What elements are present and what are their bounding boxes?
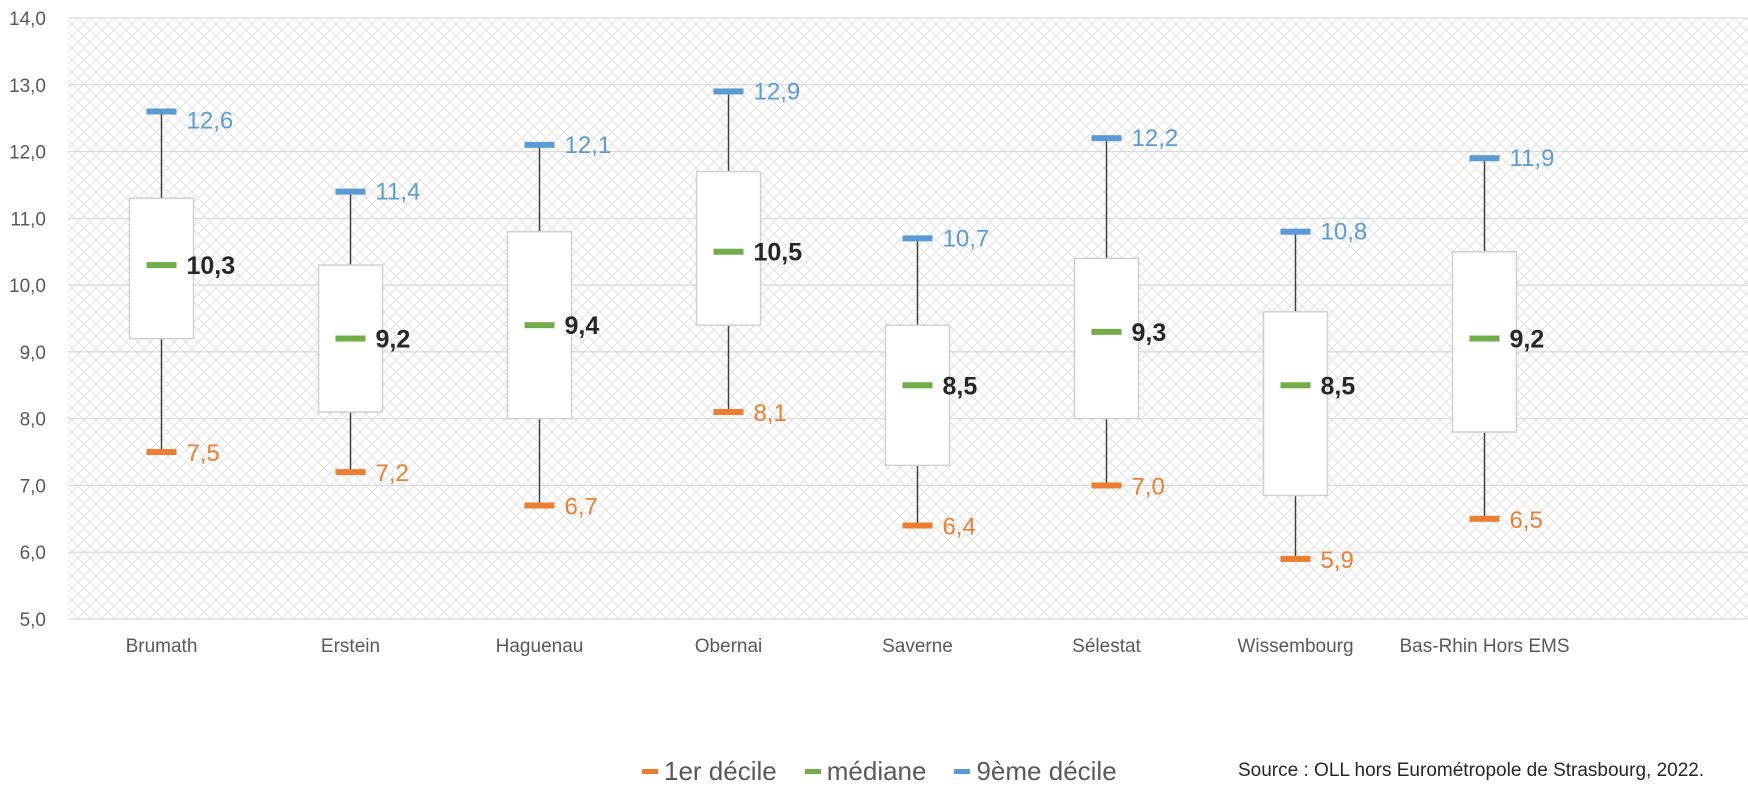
label-d9: 10,7 (943, 225, 990, 252)
label-d1: 6,5 (1510, 507, 1543, 534)
label-d1: 7,5 (187, 440, 220, 467)
y-tick-label: 14,0 (9, 9, 46, 30)
label-median: 9,2 (1510, 326, 1545, 354)
box (695, 170, 762, 326)
x-tick-label: Bas-Rhin Hors EMS (1400, 636, 1570, 657)
box-group: 12,9 10,5 8,1 (695, 78, 803, 427)
y-tick-label: 7,0 (20, 476, 46, 497)
marker-d1 (335, 469, 366, 476)
marker-d1 (713, 408, 744, 415)
x-tick-label: Haguenau (496, 636, 584, 657)
gridlines (68, 17, 1748, 620)
x-tick-label: Obernai (695, 636, 763, 657)
label-d9: 11,9 (1510, 145, 1555, 172)
legend-swatch-d9 (954, 769, 971, 774)
label-d9: 10,8 (1321, 219, 1368, 246)
y-tick-label: 6,0 (20, 543, 46, 564)
source-note: Source : OLL hors Eurométropole de Stras… (1238, 760, 1705, 781)
marker-d9 (902, 235, 933, 242)
marker-d1 (524, 502, 555, 509)
label-d9: 12,6 (187, 107, 234, 134)
x-tick-label: Brumath (126, 636, 198, 657)
label-d1: 7,2 (376, 460, 409, 487)
label-median: 8,5 (1321, 372, 1356, 400)
marker-d9 (713, 88, 744, 95)
box-group: 11,4 9,2 7,2 (317, 179, 421, 487)
boxes: 12,6 10,3 7,5 11,4 9,2 7,2 12,1 9,4 6,7 12,9 10,5 8… (128, 78, 1555, 574)
marker-d1 (1469, 515, 1500, 522)
box (1073, 257, 1140, 420)
marker-d1 (902, 522, 933, 529)
marker-d9 (1469, 155, 1500, 162)
marker-median (1091, 328, 1122, 335)
y-tick-label: 12,0 (9, 143, 46, 164)
box-group: 10,8 8,5 5,9 (1262, 219, 1368, 574)
label-d9: 12,9 (754, 78, 801, 105)
marker-median (524, 322, 555, 329)
x-tick-label: Saverne (882, 636, 953, 657)
label-median: 10,5 (754, 239, 803, 267)
y-axis: 5,0 6,0 7,0 8,0 9,0 10,0 11,0 12,0 13,0 14,0 (9, 9, 46, 631)
legend-label-d1: 1er décile (664, 756, 777, 786)
legend-swatch-median (804, 769, 821, 774)
marker-d9 (524, 141, 555, 148)
box (128, 197, 195, 340)
label-median: 10,3 (187, 252, 236, 280)
box (884, 324, 951, 467)
label-d9: 12,1 (565, 132, 612, 159)
legend-item-median: médiane (804, 756, 927, 787)
label-median: 9,2 (376, 326, 411, 354)
y-tick-label: 10,0 (9, 276, 46, 297)
marker-d9 (1091, 135, 1122, 142)
marker-median (1280, 382, 1311, 389)
y-tick-label: 11,0 (10, 209, 46, 230)
legend-item-d1: 1er décile (642, 756, 777, 787)
label-d1: 8,1 (754, 400, 787, 427)
box-group: 10,7 8,5 6,4 (884, 225, 990, 541)
marker-d9 (146, 108, 177, 115)
y-tick-label: 8,0 (20, 410, 46, 431)
x-axis: Brumath Erstein Haguenau Obernai Saverne Séle… (126, 636, 1570, 657)
marker-median (146, 262, 177, 269)
legend-swatch-d1 (642, 769, 658, 774)
box (1451, 250, 1518, 433)
label-d1: 7,0 (1132, 473, 1165, 500)
y-tick-label: 5,0 (20, 610, 46, 631)
box-group: 12,6 10,3 7,5 (128, 107, 236, 467)
legend: 1er décile médiane 9ème décile (642, 756, 1117, 787)
box (1262, 311, 1329, 497)
label-d1: 5,9 (1321, 547, 1354, 574)
legend-label-d9: 9ème décile (976, 756, 1117, 786)
label-d1: 6,7 (565, 493, 598, 520)
marker-d9 (1280, 228, 1311, 235)
x-tick-label: Wissembourg (1237, 636, 1353, 657)
marker-d1 (1091, 482, 1122, 489)
label-d9: 11,4 (376, 179, 421, 206)
marker-median (713, 248, 744, 255)
label-d1: 6,4 (943, 514, 976, 541)
marker-d1 (1280, 555, 1311, 562)
box-group: 11,9 9,2 6,5 (1451, 145, 1555, 534)
legend-label-median: médiane (826, 756, 927, 786)
marker-d9 (335, 188, 366, 195)
legend-item-d9: 9ème décile (954, 756, 1117, 787)
box-group: 12,1 9,4 6,7 (506, 132, 612, 520)
boxplot-chart: 5,0 6,0 7,0 8,0 9,0 10,0 11,0 12,0 13,0 14,0 Brum… (9, 9, 1748, 657)
marker-d1 (146, 449, 177, 456)
x-tick-label: Sélestat (1072, 636, 1141, 657)
y-tick-label: 13,0 (9, 76, 46, 97)
marker-median (1469, 335, 1500, 342)
label-median: 9,4 (565, 312, 600, 340)
y-tick-label: 9,0 (20, 343, 46, 364)
label-d9: 12,2 (1132, 125, 1179, 152)
marker-median (335, 335, 366, 342)
x-tick-label: Erstein (321, 636, 380, 657)
box-group: 12,2 9,3 7,0 (1073, 125, 1179, 500)
marker-median (902, 382, 933, 389)
label-median: 9,3 (1132, 319, 1167, 347)
label-median: 8,5 (943, 372, 978, 400)
